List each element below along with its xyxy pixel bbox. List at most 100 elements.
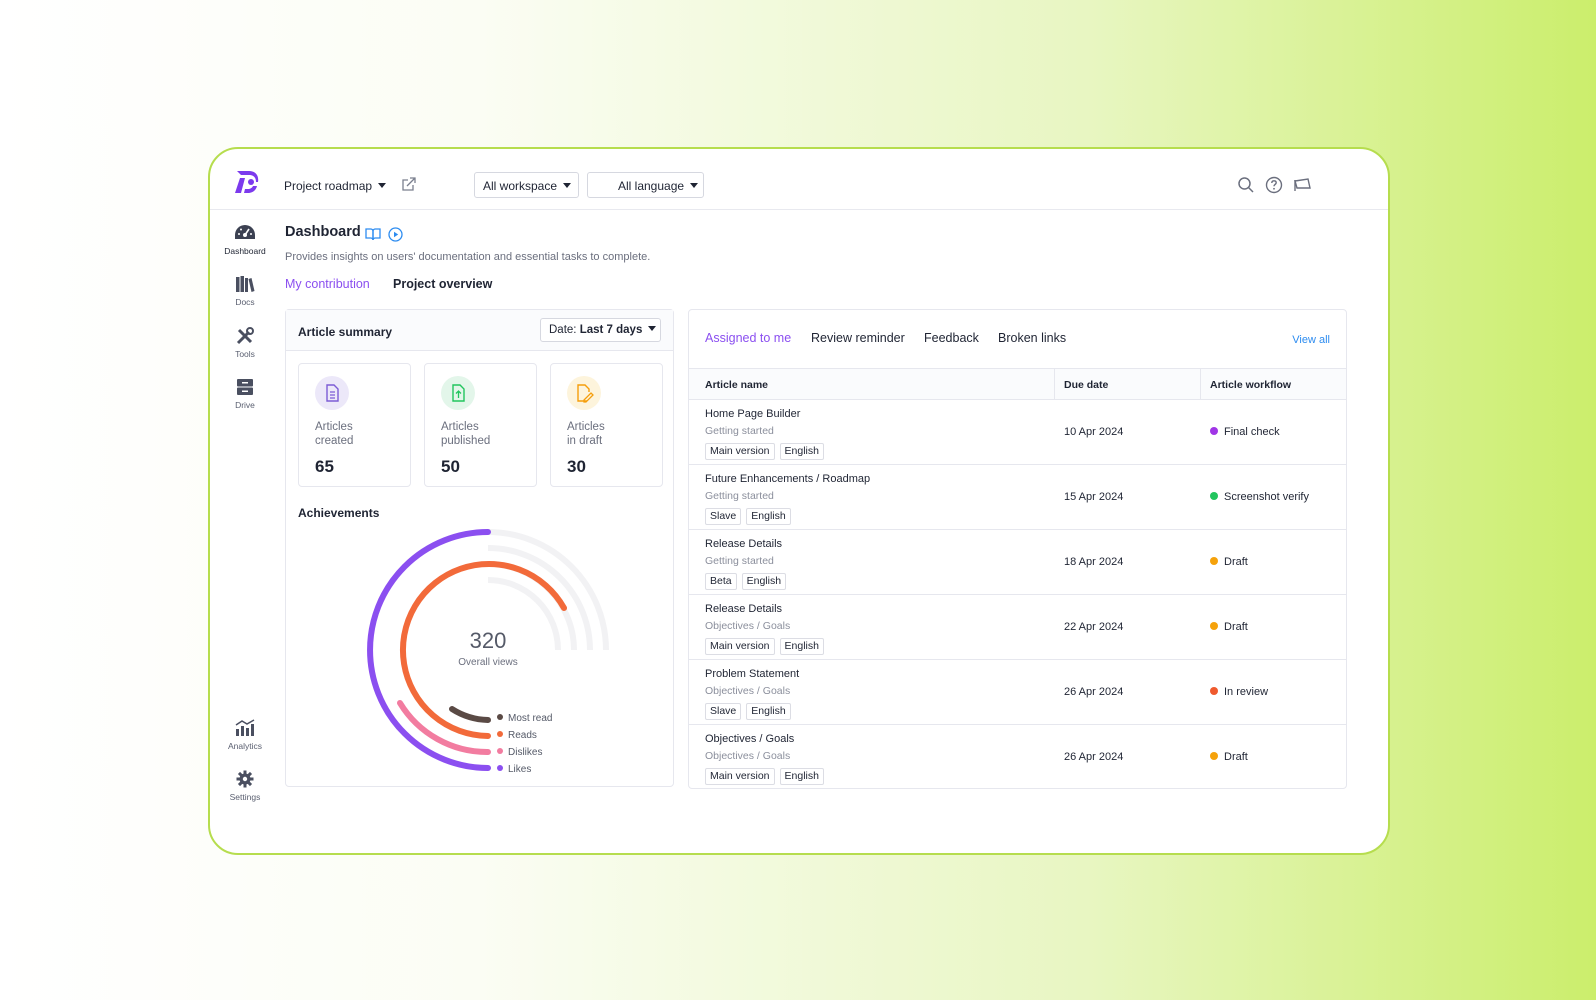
table-row[interactable]: Objectives / Goals Objectives / Goals Ma… xyxy=(689,724,1346,788)
app-logo-icon[interactable] xyxy=(232,169,260,197)
article-category: Objectives / Goals xyxy=(705,620,791,632)
reads-arc xyxy=(400,561,567,739)
article-category: Getting started xyxy=(705,490,774,502)
sidebar-item-label: Drive xyxy=(235,400,255,410)
announcement-icon[interactable] xyxy=(1293,176,1313,194)
column-divider xyxy=(1054,369,1055,399)
sidebar-item-label: Dashboard xyxy=(224,246,266,256)
article-category: Getting started xyxy=(705,425,774,437)
table-row[interactable]: Release Details Objectives / Goals Main … xyxy=(689,594,1346,660)
status-label: Screenshot verify xyxy=(1224,491,1309,503)
column-divider xyxy=(1200,369,1201,399)
version-tag: Slave xyxy=(705,508,742,525)
table-row[interactable]: Home Page Builder Getting started Main v… xyxy=(689,399,1346,465)
workspace-dropdown[interactable]: All workspace xyxy=(474,172,579,198)
workflow-status: Final check xyxy=(1210,426,1280,438)
language-dropdown[interactable]: All language xyxy=(587,172,704,198)
sidebar-item-drive[interactable]: Drive xyxy=(210,378,280,410)
column-header-article-workflow[interactable]: Article workflow xyxy=(1210,379,1292,391)
document-icon xyxy=(315,376,349,410)
status-label: Final check xyxy=(1224,426,1280,438)
play-video-icon[interactable] xyxy=(388,227,403,242)
search-icon[interactable] xyxy=(1237,176,1255,194)
sidebar-item-label: Docs xyxy=(235,297,255,307)
project-selector-label: Project roadmap xyxy=(284,179,373,193)
project-selector[interactable]: Project roadmap xyxy=(284,179,387,193)
dislikes-arc xyxy=(397,700,491,756)
version-tag: Slave xyxy=(705,703,742,720)
workflow-status: Draft xyxy=(1210,556,1248,568)
column-header-article-name[interactable]: Article name xyxy=(705,379,769,391)
article-tags: Main version English xyxy=(705,636,829,655)
stat-label-line: published xyxy=(441,435,491,447)
tab-project-overview[interactable]: Project overview xyxy=(393,277,493,291)
article-name[interactable]: Problem Statement xyxy=(705,668,800,680)
version-tag: Main version xyxy=(705,443,775,460)
status-dot xyxy=(1210,492,1218,500)
legend-dot xyxy=(497,731,503,737)
article-tags: Slave English xyxy=(705,506,796,525)
chevron-down-icon xyxy=(378,183,387,188)
article-category: Objectives / Goals xyxy=(705,685,791,697)
status-label: In review xyxy=(1224,686,1269,698)
gear-icon xyxy=(236,770,254,788)
due-date: 18 Apr 2024 xyxy=(1064,556,1124,568)
article-name[interactable]: Home Page Builder xyxy=(705,408,801,420)
chevron-down-icon xyxy=(563,183,572,188)
view-all-link[interactable]: View all xyxy=(1292,334,1330,346)
status-dot xyxy=(1210,622,1218,630)
sidebar-item-docs[interactable]: Docs xyxy=(210,275,280,307)
sidebar-item-analytics[interactable]: Analytics xyxy=(210,719,280,751)
sidebar-item-settings[interactable]: Settings xyxy=(210,770,280,802)
workflow-status: Draft xyxy=(1210,621,1248,633)
article-name[interactable]: Objectives / Goals xyxy=(705,733,795,745)
workflow-status: Screenshot verify xyxy=(1210,491,1309,503)
tab-broken-links[interactable]: Broken links xyxy=(998,331,1067,345)
column-header-due-date[interactable]: Due date xyxy=(1064,379,1109,391)
tab-feedback[interactable]: Feedback xyxy=(924,331,979,345)
language-tag: English xyxy=(746,703,791,720)
tab-review-reminder[interactable]: Review reminder xyxy=(811,331,905,345)
table-row[interactable]: Future Enhancements / Roadmap Getting st… xyxy=(689,464,1346,530)
stat-card-draft: Articles in draft 30 xyxy=(550,363,663,487)
dashboard-gauge-icon xyxy=(235,225,255,239)
article-summary-header: Article summary Date: Last 7 days xyxy=(286,310,673,351)
legend-label: Likes xyxy=(508,764,532,775)
status-dot xyxy=(1210,752,1218,760)
date-range-dropdown[interactable]: Date: Last 7 days xyxy=(540,318,661,342)
sidebar-item-dashboard[interactable]: Dashboard xyxy=(210,224,280,256)
legend-item-dislikes: Dislikes xyxy=(497,744,552,761)
due-date: 22 Apr 2024 xyxy=(1064,621,1124,633)
article-name[interactable]: Release Details xyxy=(705,603,783,615)
sidebar-item-label: Analytics xyxy=(227,741,262,751)
article-name[interactable]: Release Details xyxy=(705,538,783,550)
stat-label: Articles published xyxy=(441,420,531,448)
legend-label: Most read xyxy=(508,713,553,724)
article-tags: Slave English xyxy=(705,701,796,720)
page-subtitle: Provides insights on users' documentatio… xyxy=(285,251,651,263)
table-row[interactable]: Problem Statement Objectives / Goals Sla… xyxy=(689,659,1346,725)
chart-track xyxy=(487,529,609,651)
tab-assigned-to-me[interactable]: Assigned to me xyxy=(705,331,792,345)
article-summary-title: Article summary xyxy=(298,325,393,339)
article-tags: Main version English xyxy=(705,441,829,460)
help-icon[interactable] xyxy=(1265,176,1283,194)
achievements-title: Achievements xyxy=(298,506,380,520)
external-link-icon[interactable] xyxy=(401,176,417,192)
article-tags: Beta English xyxy=(705,571,791,590)
sidebar-item-tools[interactable]: Tools xyxy=(210,327,280,359)
article-name[interactable]: Future Enhancements / Roadmap xyxy=(705,473,871,485)
stat-label-line: Articles xyxy=(441,421,479,433)
due-date: 26 Apr 2024 xyxy=(1064,751,1124,763)
book-open-icon[interactable] xyxy=(365,227,381,241)
legend-dot xyxy=(497,765,503,771)
legend-dot xyxy=(497,748,503,754)
chart-track xyxy=(487,577,561,651)
most-read-arc xyxy=(449,706,491,723)
table-row[interactable]: Release Details Getting started Beta Engl… xyxy=(689,529,1346,595)
sidebar-item-label: Settings xyxy=(229,792,261,802)
language-tag: English xyxy=(741,573,787,590)
tab-my-contribution[interactable]: My contribution xyxy=(285,277,370,291)
stat-card-published: Articles published 50 xyxy=(424,363,537,487)
stat-value: 65 xyxy=(315,457,334,476)
